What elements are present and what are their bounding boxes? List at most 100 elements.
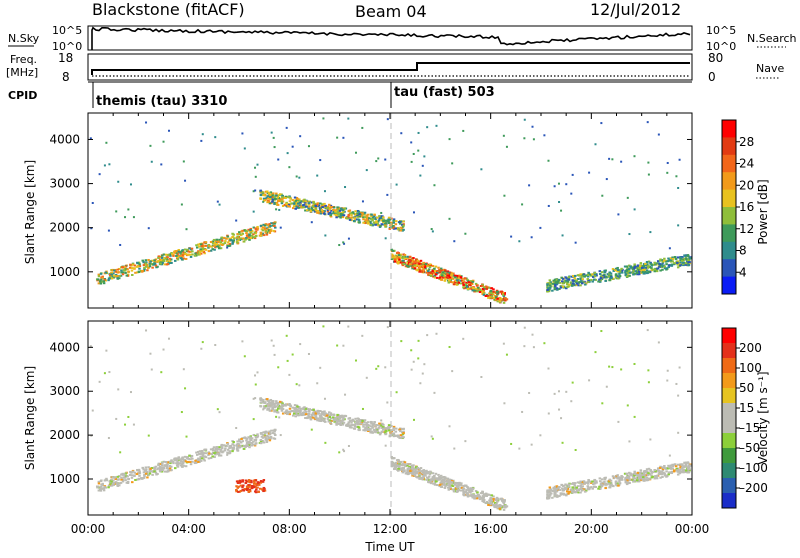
velocity-cell [111,476,115,479]
velocity-cell [109,482,112,485]
velocity-cell [208,452,211,455]
velocity-cell [272,437,275,440]
velocity-cell [347,325,350,328]
power-cell [221,244,224,247]
power-cell [314,206,317,209]
power-cell [268,202,272,205]
velocity-cell [238,446,242,449]
power-cell [124,265,127,268]
power-cell [482,286,486,289]
velocity-cell [421,372,424,375]
velocity-cell [147,473,150,476]
power-cell [484,294,488,297]
velocity-cell [574,449,577,452]
power-cell [448,217,451,220]
power-cell [167,129,170,132]
velocity-cell [170,469,173,472]
velocity-colorbar-tick-label: 50 [739,381,754,395]
power-cell [433,184,436,187]
power-cell [322,117,325,120]
power-cell [474,282,478,285]
velocity-xtick-label: 08:00 [272,522,307,536]
power-cell [624,269,627,272]
velocity-cell [287,411,291,414]
velocity-cell [673,469,676,472]
velocity-cell [435,332,438,335]
power-cell [575,279,578,282]
power-cell [291,199,295,202]
power-cell [438,268,441,271]
power-cell [232,233,235,236]
velocity-cell [136,468,139,471]
power-cell [304,209,307,212]
power-cell [246,230,249,233]
power-cell [370,213,373,216]
power-cell [495,290,499,293]
power-cell [531,125,534,128]
power-cell [102,280,106,283]
power-cell [410,160,413,163]
power-cell [606,276,609,279]
power-cell [604,275,608,278]
velocity-cell [471,487,475,490]
velocity-cell [675,467,679,470]
velocity-cell [262,479,266,482]
velocity-cell [503,402,506,405]
velocity-cell [300,412,303,415]
power-cell [433,276,437,279]
velocity-cell [304,413,308,416]
velocity-cell [486,502,490,505]
power-cell [294,207,297,210]
velocity-cell [394,427,398,430]
power-cell [186,250,189,253]
cpid-mode-2: tau (fast) 503 [394,85,495,100]
power-cell [676,261,679,264]
power-cell [316,202,320,205]
power-cell [271,200,274,203]
velocity-cell [402,463,405,466]
velocity-cell [168,465,172,468]
velocity-cell [382,427,385,430]
power-cell [295,205,298,208]
power-cell [496,293,499,296]
velocity-cell [366,426,370,429]
power-cell [264,197,268,200]
velocity-cell [188,454,191,457]
velocity-cell [262,401,265,404]
velocity-cell [350,424,353,427]
velocity-cell [136,478,139,481]
velocity-cell [228,450,232,453]
velocity-cell [178,462,182,465]
velocity-cell [211,451,215,454]
velocity-cell [341,423,345,426]
power-cell [279,198,282,201]
power-cell [296,206,299,209]
velocity-cell [262,407,266,410]
power-cell [505,145,508,148]
power-cell [307,209,310,212]
velocity-cell [166,463,169,466]
velocity-cell [397,461,401,464]
velocity-cell [134,478,137,481]
power-cell [626,196,629,199]
power-cell [489,290,493,293]
power-cell [359,213,362,216]
velocity-cell [658,466,662,469]
power-cell [686,261,690,264]
velocity-cell [658,470,662,473]
power-cell [199,249,203,252]
power-cell [644,266,648,269]
power-cell [386,219,390,222]
power-cell [144,262,148,265]
velocity-cell [231,450,234,453]
power-cell [419,266,422,269]
velocity-cell [179,464,183,467]
power-cell [684,262,688,265]
velocity-cell [137,478,141,481]
velocity-cell [305,416,309,419]
power-cell [138,267,141,270]
power-cell [357,218,360,221]
power-cell [323,202,326,205]
velocity-cell [433,474,436,477]
velocity-cell [561,489,565,492]
